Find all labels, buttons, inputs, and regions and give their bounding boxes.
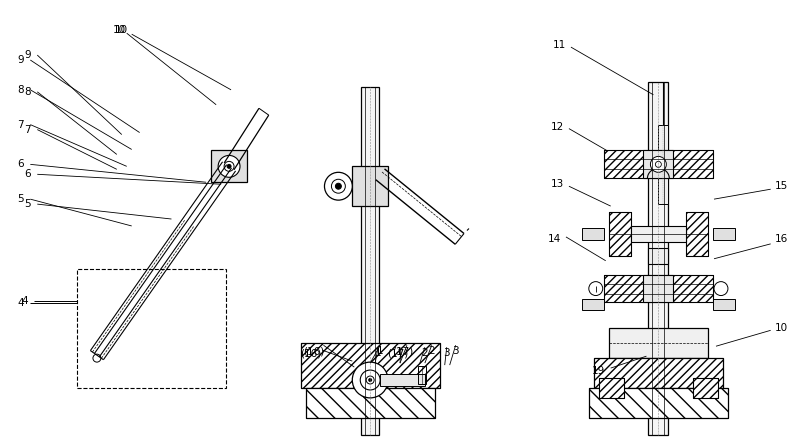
Bar [643, 151, 674, 178]
Text: 15: 15 [775, 181, 788, 191]
Bar [582, 298, 604, 310]
Bar [598, 378, 623, 398]
Text: 8: 8 [24, 87, 30, 97]
Text: 10: 10 [775, 323, 788, 333]
Bar [713, 228, 735, 240]
Bar [713, 298, 735, 310]
Bar [301, 343, 440, 388]
Bar [594, 358, 723, 388]
Text: 9: 9 [24, 50, 30, 60]
Bar [604, 151, 713, 178]
Text: 16: 16 [775, 234, 788, 244]
Circle shape [369, 379, 372, 381]
Text: 3: 3 [443, 348, 450, 358]
Text: 7: 7 [24, 125, 30, 135]
Circle shape [360, 370, 380, 390]
Text: 11: 11 [552, 40, 566, 50]
Bar [693, 378, 718, 398]
Text: 2: 2 [429, 346, 435, 356]
Text: 10: 10 [114, 25, 126, 35]
Bar [604, 275, 713, 302]
Text: 1: 1 [375, 348, 382, 358]
Bar [693, 378, 718, 398]
Circle shape [331, 179, 346, 193]
Text: 12: 12 [550, 122, 564, 131]
Text: 9: 9 [17, 55, 24, 65]
Bar [418, 366, 426, 384]
Bar [604, 151, 713, 178]
Text: 1: 1 [377, 346, 383, 356]
Bar [380, 374, 425, 386]
Text: 4: 4 [21, 297, 28, 306]
Circle shape [650, 156, 666, 172]
Text: 3: 3 [452, 346, 459, 356]
Text: 6: 6 [24, 169, 30, 179]
Text: 8: 8 [17, 85, 24, 95]
Circle shape [366, 376, 374, 384]
Bar [609, 328, 708, 358]
Text: 4: 4 [17, 298, 24, 309]
Bar [589, 388, 728, 418]
Text: (17): (17) [392, 346, 414, 356]
Bar [686, 212, 708, 256]
Bar [301, 343, 440, 388]
Bar [594, 358, 723, 388]
Circle shape [325, 172, 352, 200]
Bar [582, 228, 604, 240]
Bar [77, 269, 226, 388]
Bar [306, 388, 434, 418]
Bar [598, 378, 623, 398]
Text: 19: 19 [592, 366, 606, 376]
Text: 7: 7 [17, 119, 24, 130]
Circle shape [655, 161, 662, 167]
Bar [609, 212, 630, 256]
Text: 13: 13 [550, 179, 564, 189]
Text: (17): (17) [387, 348, 409, 358]
Bar [306, 388, 434, 418]
Bar [649, 82, 668, 435]
Circle shape [93, 354, 101, 362]
Bar [352, 166, 388, 206]
Text: 14: 14 [547, 234, 561, 244]
Bar [211, 151, 247, 182]
Circle shape [218, 155, 240, 177]
Bar [649, 248, 668, 264]
Circle shape [227, 164, 231, 168]
Text: 2: 2 [422, 348, 428, 358]
Bar [630, 226, 686, 242]
Bar [362, 87, 379, 435]
Circle shape [589, 281, 602, 296]
Bar [658, 125, 668, 204]
Bar [643, 275, 674, 302]
Circle shape [335, 183, 342, 189]
Text: (16): (16) [303, 346, 324, 356]
Bar [589, 388, 728, 418]
Bar [604, 275, 713, 302]
Text: 10: 10 [115, 25, 128, 35]
Text: (16): (16) [300, 348, 321, 358]
Text: 5: 5 [17, 194, 24, 204]
Bar [609, 212, 630, 256]
Bar [686, 212, 708, 256]
Circle shape [714, 281, 728, 296]
Text: 5: 5 [24, 199, 30, 209]
Text: 6: 6 [17, 159, 24, 169]
Circle shape [224, 161, 234, 171]
Circle shape [352, 362, 388, 398]
